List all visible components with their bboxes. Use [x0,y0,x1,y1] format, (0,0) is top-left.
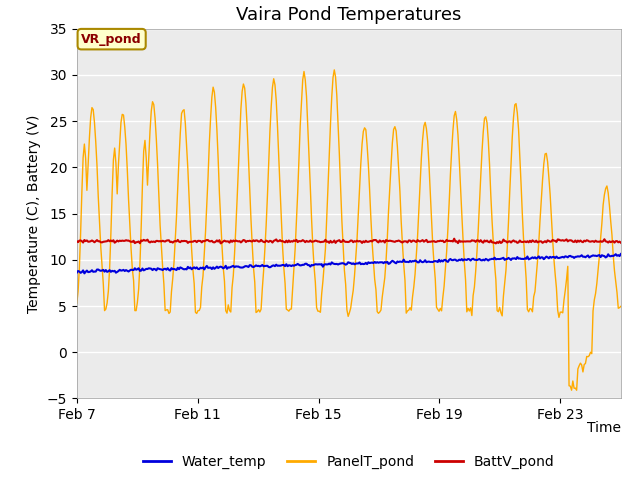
Y-axis label: Temperature (C), Battery (V): Temperature (C), Battery (V) [27,114,41,313]
Text: Time: Time [587,420,621,434]
Text: VR_pond: VR_pond [81,33,142,46]
Title: Vaira Pond Temperatures: Vaira Pond Temperatures [236,6,461,24]
Legend: Water_temp, PanelT_pond, BattV_pond: Water_temp, PanelT_pond, BattV_pond [138,450,560,475]
